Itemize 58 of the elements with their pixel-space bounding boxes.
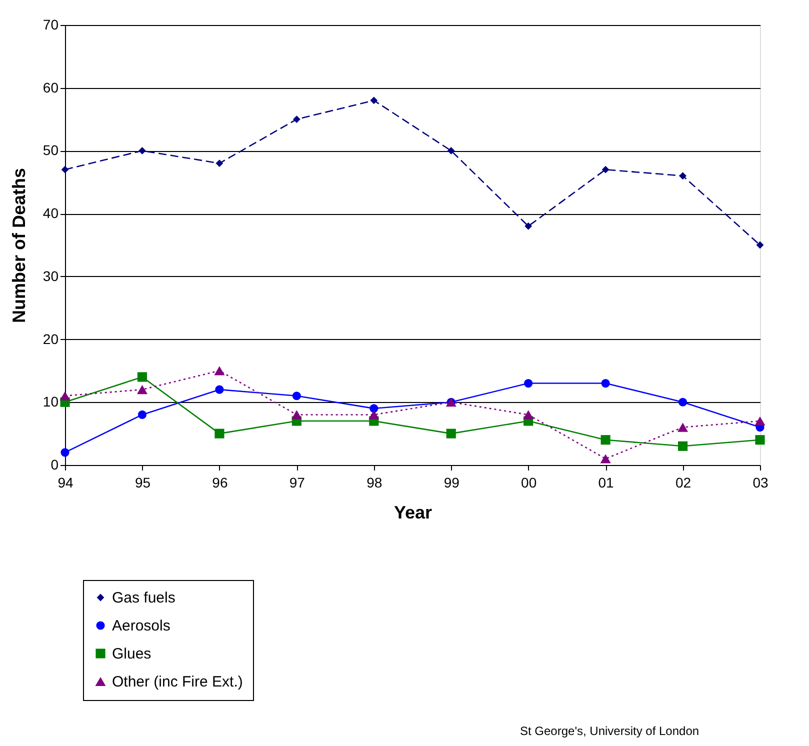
y-tick-label: 40 [42,205,59,222]
point [601,379,610,388]
point [523,410,534,420]
y-tick-label: 20 [42,330,59,347]
point [215,385,224,394]
y-tick-label: 0 [50,456,59,472]
point [370,404,378,413]
x-tick-label: 98 [366,474,382,490]
point [291,410,302,420]
x-tick-label: 94 [58,474,74,490]
point [678,441,688,451]
point [216,160,224,167]
point [678,398,688,406]
point [370,96,378,104]
text: St George's, University of London [520,724,700,738]
legend-label: Gas fuels [112,590,176,606]
y-tick-label: 30 [42,268,59,284]
point [138,410,147,419]
legend-label: Aerosols [112,618,170,634]
point [61,166,69,174]
x-tick-label: 03 [752,474,768,490]
point [214,366,225,376]
point [138,147,146,154]
point [447,147,455,154]
point [755,435,765,445]
x-axis-title: Year [394,502,432,522]
point [756,241,764,249]
point [524,222,532,230]
y-axis-title: Number of Deaths [8,168,29,324]
point [60,391,70,400]
y-tick-label: 50 [42,142,59,158]
point [678,422,688,432]
point [292,116,300,123]
point [136,385,148,394]
point [60,448,70,457]
x-tick-label: 00 [521,474,537,490]
point [368,410,380,420]
legend-label: Other (inc Fire Ext.) [112,674,243,690]
point [524,379,533,388]
point [602,166,610,174]
point [446,428,456,438]
y-tick-label: 70 [42,16,59,32]
legend-label: Glues [112,646,152,662]
x-tick-label: 01 [598,474,614,490]
point [754,416,766,426]
point [600,454,611,464]
x-tick-label: 97 [289,474,306,490]
point [600,435,610,445]
x-tick-label: 99 [444,474,460,490]
point [214,428,224,438]
x-tick-label: 95 [134,474,151,490]
y-tick-label: 10 [42,394,59,410]
x-tick-label: 96 [212,474,228,490]
x-tick-label: 02 [675,474,692,490]
point [137,372,148,382]
point [679,172,686,180]
y-tick-label: 60 [42,79,59,96]
point [292,392,301,400]
